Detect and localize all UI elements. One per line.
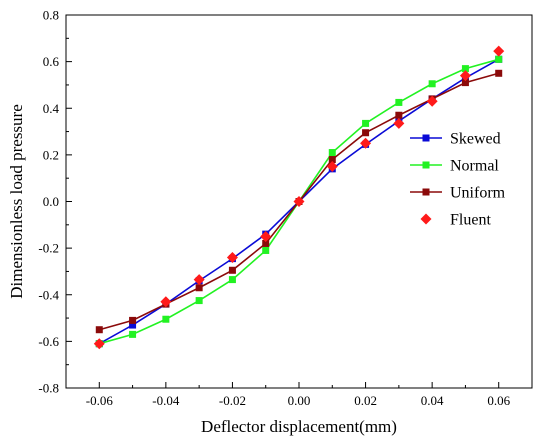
axis-ticks: -0.06 -0.04 -0.02 0.00 0.02 0.04 0.06 -0.8 -0.6 -… (38, 8, 533, 408)
data-point (362, 119, 370, 127)
data-point (293, 196, 305, 207)
data-point (129, 330, 137, 338)
data-point (393, 117, 405, 129)
legend-item-skewed: Skewed (410, 131, 501, 148)
legend-label: Uniform (450, 185, 506, 202)
data-point (326, 161, 338, 173)
data-point (93, 338, 105, 350)
x-tick-label: -0.02 (219, 393, 246, 408)
data-point (493, 45, 505, 57)
data-point (226, 251, 238, 263)
data-point (129, 321, 137, 329)
data-point (461, 65, 469, 73)
x-tick-label: -0.06 (86, 393, 114, 408)
data-point (162, 315, 170, 323)
legend-marker (422, 161, 430, 169)
legend-label: Fluent (450, 212, 491, 229)
data-point (195, 297, 203, 305)
y-tick-label: -0.6 (38, 334, 59, 349)
series-layer (93, 45, 505, 350)
data-point (328, 156, 336, 164)
data-point (395, 111, 403, 119)
legend-marker (420, 213, 432, 225)
data-point (228, 276, 236, 284)
x-tick-label: 0.06 (487, 393, 510, 408)
data-point (262, 246, 270, 254)
data-point (360, 137, 372, 149)
data-point (426, 95, 438, 107)
legend: Skewed Normal Uniform Fluent (410, 131, 506, 229)
data-point (262, 239, 270, 247)
y-tick-label: -0.4 (38, 287, 59, 302)
legend-label: Normal (450, 158, 499, 175)
y-tick-label: 0.6 (43, 54, 60, 69)
legend-label: Skewed (450, 131, 501, 148)
data-point (362, 129, 370, 137)
x-tick-label: 0.00 (288, 393, 311, 408)
y-tick-label: 0.8 (43, 8, 59, 23)
x-tick-label: 0.04 (421, 393, 444, 408)
data-point (193, 274, 205, 286)
data-point (428, 80, 436, 88)
data-point (459, 70, 471, 82)
legend-item-normal: Normal (410, 158, 499, 175)
data-point (495, 55, 503, 63)
y-tick-label: 0.4 (43, 101, 60, 116)
data-point (395, 98, 403, 106)
x-tick-label: -0.04 (152, 393, 180, 408)
data-point (260, 230, 272, 242)
data-point (495, 69, 503, 77)
y-tick-label: 0.0 (43, 194, 59, 209)
legend-marker (422, 188, 430, 196)
data-point (195, 284, 203, 292)
series-fluent (93, 45, 505, 350)
legend-item-uniform: Uniform (410, 185, 506, 202)
data-point (228, 266, 236, 274)
x-tick-label: 0.02 (354, 393, 377, 408)
legend-marker (422, 134, 430, 142)
data-point (461, 79, 469, 87)
data-point (328, 149, 336, 157)
data-point (95, 326, 103, 334)
y-tick-label: 0.2 (43, 147, 59, 162)
y-axis-title: Dimensionless load pressure (7, 104, 26, 299)
y-tick-label: -0.2 (38, 241, 59, 256)
legend-item-fluent: Fluent (420, 212, 491, 229)
data-point (129, 316, 137, 324)
data-point (160, 296, 172, 308)
x-axis-title: Deflector displacement(mm) (201, 417, 397, 436)
y-tick-label: -0.8 (38, 381, 59, 396)
